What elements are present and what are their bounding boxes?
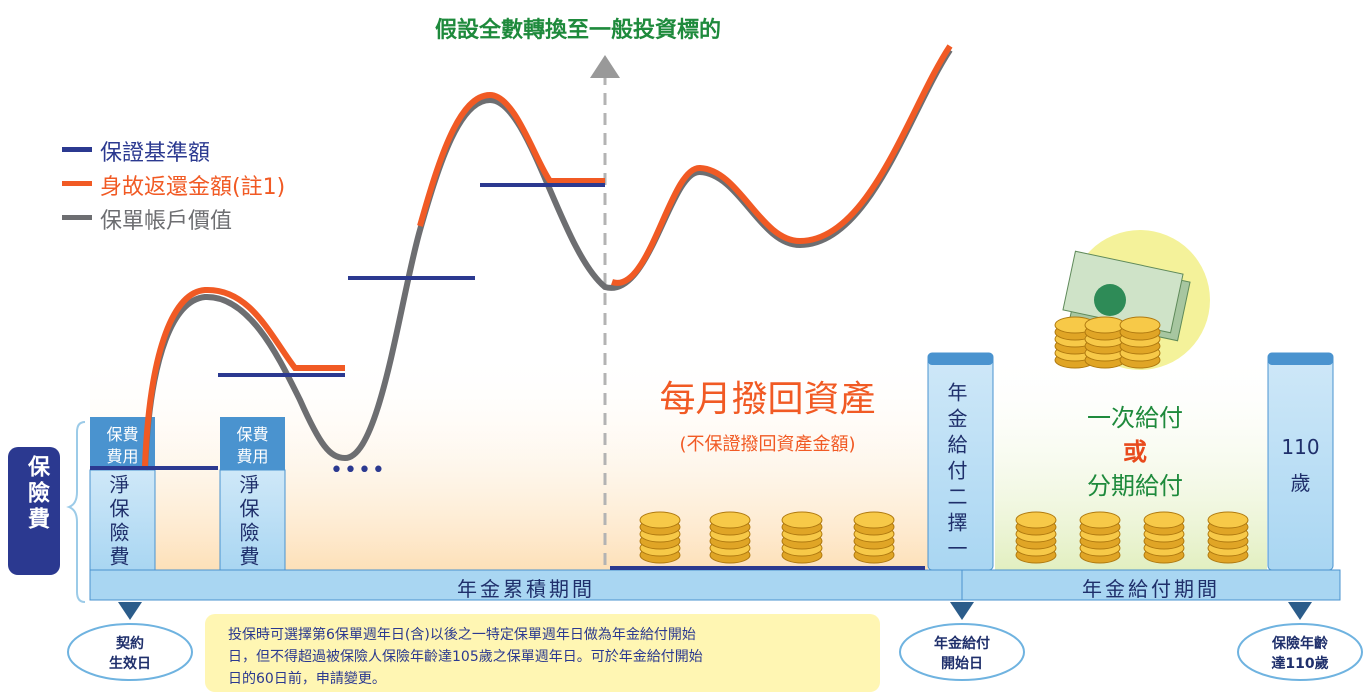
choice-label: 年金給付二擇一 [944,382,968,564]
net-box [89,469,156,571]
fee-box [220,417,285,470]
markers [118,602,1312,620]
marker-label: 保險年齡 [1272,636,1328,652]
coin [1207,511,1249,529]
net-label: 淨保險費 [106,474,130,570]
marker-arrow [1288,602,1312,620]
legend-label: 保證基準額 [100,141,211,166]
death-benefit-line [417,91,605,227]
ellipse [67,623,193,681]
coin [1079,511,1121,529]
period-label: 年金給付期間 [1082,577,1220,601]
ellipsis: •••• [330,458,386,483]
note-box [205,614,880,692]
legend-swatch [62,147,92,152]
net-box [219,469,286,571]
monthly-title: 每月撥回資產 [659,379,876,420]
legend-swatch [62,215,92,220]
marker-arrow [118,602,142,620]
payout-option: 或 [1123,438,1147,466]
marker-label: 契約 [116,636,144,652]
coin [1119,316,1161,334]
note-line: 日的60日前，申請變更。 [228,671,386,687]
premium-box [8,447,60,575]
coins [639,316,1249,564]
marker-label: 生效日 [109,656,151,672]
period-label: 年金累積期間 [457,577,595,601]
legend-swatch [62,181,92,186]
marker-label: 開始日 [941,656,983,672]
bill-seal [1094,284,1126,316]
payout-option: 分期給付 [1087,472,1183,500]
death-benefit-line [611,44,953,286]
age-box [1267,352,1334,571]
net-label: 淨保險費 [236,474,260,570]
period-bar [961,569,1341,601]
monthly-subtitle: (不保證撥回資產金額) [679,434,856,455]
coin [639,511,681,529]
bracket [66,421,86,603]
coin [709,511,751,529]
coin [1084,316,1126,334]
legend-label: 身故返還金額(註1) [100,175,286,200]
legend-label: 保單帳戶價值 [100,209,233,234]
guarantee-lines [90,183,925,570]
coin [853,511,895,529]
arrow-head [590,55,620,78]
marker-label: 達110歲 [1271,656,1329,672]
fee-label: 保費 [106,425,139,444]
marker-label: 年金給付 [934,636,990,652]
box-cap [1268,353,1333,365]
ellipse [899,623,1025,681]
ellipse [1237,623,1363,681]
fee-label: 保費 [236,425,269,444]
fee-label: 費用 [106,447,139,466]
title: 假設全數轉換至一般投資標的 [435,18,722,43]
coin [1015,511,1057,529]
note-line: 投保時可選擇第6保單週年日(含)以後之一特定保單週年日做為年金給付開始 [228,627,696,643]
period-bar [89,569,963,601]
coin [781,511,823,529]
marker-arrow [950,602,974,620]
age-label: 歲 [1290,471,1311,495]
note-line: 日，但不得超過被保險人保險年齡達105歲之保單週年日。可於年金給付開始 [228,649,703,665]
marker-ellipses [67,623,1363,681]
box-cap [928,353,993,365]
death-benefit-line [142,286,345,467]
premium-label: 保險費 [24,455,49,533]
payout-option: 一次給付 [1087,404,1183,432]
fee-label: 費用 [236,447,269,466]
age-label: 110 [1281,435,1320,459]
coin [1143,511,1185,529]
